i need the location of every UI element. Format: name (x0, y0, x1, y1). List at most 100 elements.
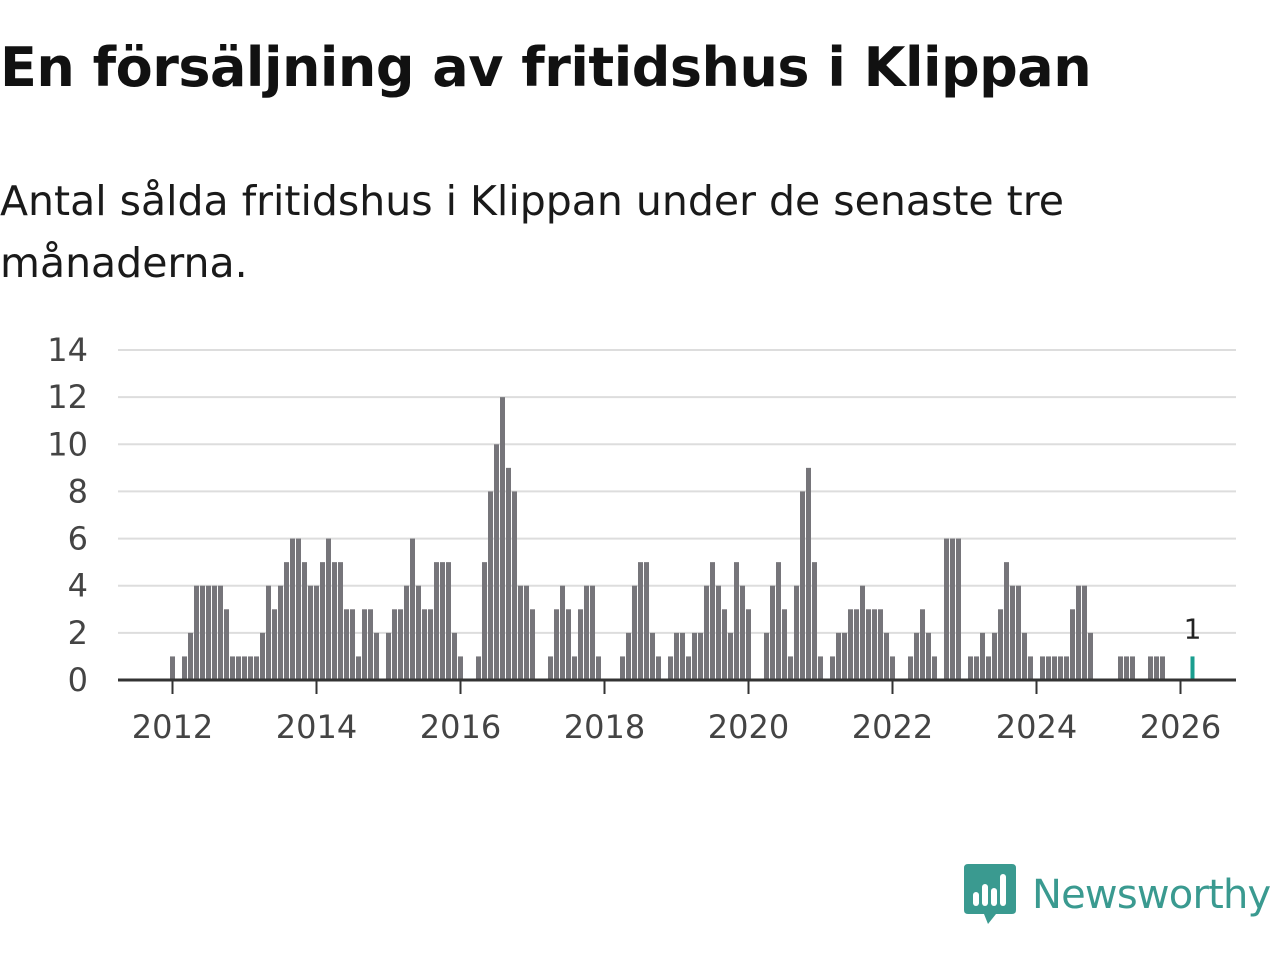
bar (1040, 656, 1045, 680)
bar (818, 656, 823, 680)
bar (620, 656, 625, 680)
bar (434, 562, 439, 680)
bar (1130, 656, 1135, 680)
y-tick-label: 6 (68, 520, 88, 558)
y-tick-label: 2 (68, 614, 88, 652)
bar (362, 609, 367, 680)
bar (266, 585, 271, 680)
bar (692, 632, 697, 680)
bar (992, 632, 997, 680)
bar (656, 656, 661, 680)
bar (944, 538, 949, 680)
bar (746, 609, 751, 680)
bar (626, 632, 631, 680)
brand-name: Newsworthy (1032, 872, 1271, 918)
bar (908, 656, 913, 680)
chart-subtitle: Antal sålda fritidshus i Klippan under d… (0, 177, 1064, 287)
bar (722, 609, 727, 680)
bar (698, 632, 703, 680)
bar (242, 656, 247, 680)
bar (680, 632, 685, 680)
bar (782, 609, 787, 680)
bar (236, 656, 241, 680)
bar (404, 585, 409, 680)
bar (482, 562, 487, 680)
x-tick-label: 2024 (996, 708, 1077, 746)
bar (524, 585, 529, 680)
bar (1154, 656, 1159, 680)
bar (344, 609, 349, 680)
bar (260, 632, 265, 680)
bar (326, 538, 331, 680)
bar (1124, 656, 1129, 680)
bar (1160, 656, 1165, 680)
bar (494, 444, 499, 680)
bar (890, 656, 895, 680)
x-tick-label: 2016 (420, 708, 501, 746)
bar (302, 562, 307, 680)
bar (254, 656, 259, 680)
bar (386, 632, 391, 680)
bar (926, 632, 931, 680)
newsworthy-brand[interactable]: Newsworthy (964, 864, 1271, 926)
bar (272, 609, 277, 680)
bar (170, 656, 175, 680)
bar (710, 562, 715, 680)
bar (410, 538, 415, 680)
bar (398, 609, 403, 680)
bar (1052, 656, 1057, 680)
x-tick-label: 2012 (132, 708, 213, 746)
bar (800, 491, 805, 680)
bar (1076, 585, 1081, 680)
x-tick-label: 2022 (852, 708, 933, 746)
bar (422, 609, 427, 680)
bar (452, 632, 457, 680)
bar (1064, 656, 1069, 680)
bar (968, 656, 973, 680)
bar (278, 585, 283, 680)
bars (170, 397, 1195, 680)
y-tick-label: 4 (68, 567, 88, 605)
bar (584, 585, 589, 680)
bar (314, 585, 319, 680)
bar-highlight (1190, 656, 1195, 680)
bar (1010, 585, 1015, 680)
bar (638, 562, 643, 680)
bar (488, 491, 493, 680)
bar (674, 632, 679, 680)
bar (1088, 632, 1093, 680)
y-tick-label: 0 (68, 661, 88, 699)
bar (764, 632, 769, 680)
bar (350, 609, 355, 680)
bar (632, 585, 637, 680)
bar (476, 656, 481, 680)
bar (512, 491, 517, 680)
bar (806, 467, 811, 680)
bar (230, 656, 235, 680)
bar (290, 538, 295, 680)
bar (368, 609, 373, 680)
bar (1004, 562, 1009, 680)
bar (1022, 632, 1027, 680)
bar (986, 656, 991, 680)
bar (884, 632, 889, 680)
bar (194, 585, 199, 680)
bar (338, 562, 343, 680)
bar (374, 632, 379, 680)
x-tick-label: 2020 (708, 708, 789, 746)
x-axis-ticks: 2012 2014 2016 2018 2020 2022 2024 2026 (132, 680, 1221, 746)
bar (932, 656, 937, 680)
bar (770, 585, 775, 680)
bar (596, 656, 601, 680)
bar (296, 538, 301, 680)
bar (392, 609, 397, 680)
bar (716, 585, 721, 680)
highlight-value-label: 1 (1184, 612, 1202, 645)
bar (1058, 656, 1063, 680)
bar (812, 562, 817, 680)
bar (548, 656, 553, 680)
bar (500, 397, 505, 680)
bar (284, 562, 289, 680)
bar (506, 467, 511, 680)
bar (788, 656, 793, 680)
